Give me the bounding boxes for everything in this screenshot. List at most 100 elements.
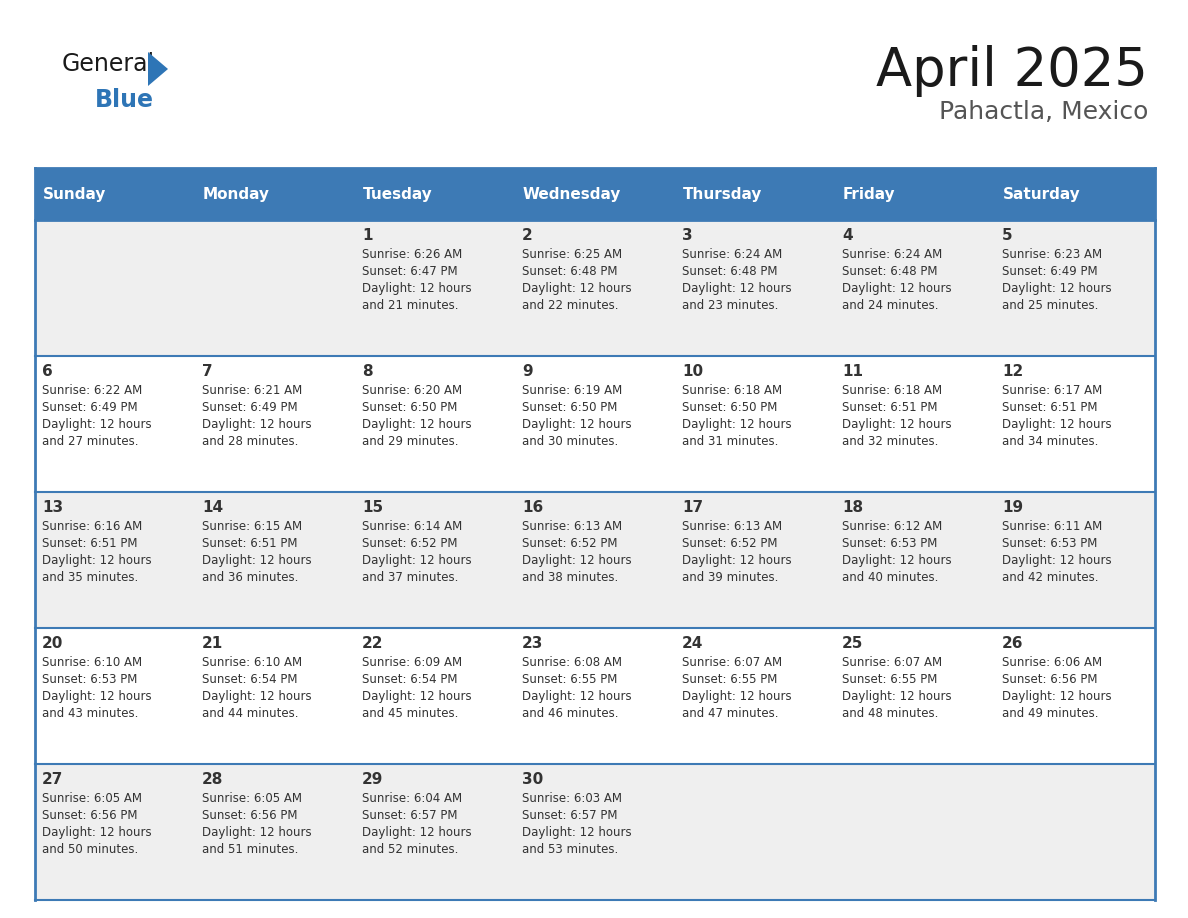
Text: 7: 7 <box>202 364 213 379</box>
Text: and 42 minutes.: and 42 minutes. <box>1001 571 1099 584</box>
Text: Thursday: Thursday <box>683 186 763 201</box>
Text: Sunrise: 6:20 AM: Sunrise: 6:20 AM <box>362 384 462 397</box>
Text: 23: 23 <box>522 636 543 651</box>
Text: and 45 minutes.: and 45 minutes. <box>362 707 459 721</box>
Text: 1: 1 <box>362 228 373 243</box>
Bar <box>516 764 675 900</box>
Text: 18: 18 <box>842 500 864 515</box>
Text: Daylight: 12 hours: Daylight: 12 hours <box>522 419 632 431</box>
Text: Sunrise: 6:04 AM: Sunrise: 6:04 AM <box>362 792 462 805</box>
Text: 24: 24 <box>682 636 703 651</box>
Text: Sunrise: 6:06 AM: Sunrise: 6:06 AM <box>1001 656 1102 669</box>
Text: and 27 minutes.: and 27 minutes. <box>42 435 139 448</box>
Bar <box>195 628 355 764</box>
Text: Daylight: 12 hours: Daylight: 12 hours <box>362 419 472 431</box>
Bar <box>996 492 1155 628</box>
Text: Daylight: 12 hours: Daylight: 12 hours <box>42 419 152 431</box>
Text: and 24 minutes.: and 24 minutes. <box>842 299 939 312</box>
Text: 28: 28 <box>202 772 223 787</box>
Text: Blue: Blue <box>95 88 154 112</box>
Text: Sunset: 6:47 PM: Sunset: 6:47 PM <box>362 265 457 278</box>
Text: Sunrise: 6:07 AM: Sunrise: 6:07 AM <box>842 656 942 669</box>
Bar <box>195 220 355 356</box>
Text: Sunrise: 6:12 AM: Sunrise: 6:12 AM <box>842 521 942 533</box>
Text: 11: 11 <box>842 364 862 379</box>
Text: and 52 minutes.: and 52 minutes. <box>362 844 459 856</box>
Text: Sunset: 6:51 PM: Sunset: 6:51 PM <box>1001 401 1098 414</box>
Bar <box>34 764 195 900</box>
Text: Sunset: 6:50 PM: Sunset: 6:50 PM <box>362 401 457 414</box>
Text: and 46 minutes.: and 46 minutes. <box>522 707 619 721</box>
Bar <box>835 628 996 764</box>
Bar <box>835 168 996 220</box>
Text: and 25 minutes.: and 25 minutes. <box>1001 299 1099 312</box>
Text: 21: 21 <box>202 636 223 651</box>
Text: Daylight: 12 hours: Daylight: 12 hours <box>42 690 152 703</box>
Text: 22: 22 <box>362 636 384 651</box>
Text: Pahactla, Mexico: Pahactla, Mexico <box>939 100 1148 124</box>
Text: Sunrise: 6:10 AM: Sunrise: 6:10 AM <box>202 656 302 669</box>
Text: Sunset: 6:48 PM: Sunset: 6:48 PM <box>682 265 777 278</box>
Text: and 34 minutes.: and 34 minutes. <box>1001 435 1099 448</box>
Text: Sunset: 6:53 PM: Sunset: 6:53 PM <box>42 673 138 686</box>
Text: Daylight: 12 hours: Daylight: 12 hours <box>362 826 472 839</box>
Text: Sunrise: 6:22 AM: Sunrise: 6:22 AM <box>42 384 143 397</box>
Text: and 22 minutes.: and 22 minutes. <box>522 299 619 312</box>
Text: Sunrise: 6:05 AM: Sunrise: 6:05 AM <box>202 792 302 805</box>
Text: 15: 15 <box>362 500 383 515</box>
Text: Sunrise: 6:24 AM: Sunrise: 6:24 AM <box>842 248 942 261</box>
Text: Sunrise: 6:08 AM: Sunrise: 6:08 AM <box>522 656 623 669</box>
Text: Sunrise: 6:10 AM: Sunrise: 6:10 AM <box>42 656 143 669</box>
Text: and 23 minutes.: and 23 minutes. <box>682 299 778 312</box>
Text: Daylight: 12 hours: Daylight: 12 hours <box>842 282 952 296</box>
Text: Daylight: 12 hours: Daylight: 12 hours <box>202 690 311 703</box>
Text: 8: 8 <box>362 364 373 379</box>
Text: Sunset: 6:53 PM: Sunset: 6:53 PM <box>1001 537 1098 550</box>
Text: Sunrise: 6:13 AM: Sunrise: 6:13 AM <box>522 521 623 533</box>
Text: Daylight: 12 hours: Daylight: 12 hours <box>202 554 311 567</box>
Text: 13: 13 <box>42 500 63 515</box>
Bar <box>996 628 1155 764</box>
Bar <box>675 764 835 900</box>
Text: Sunset: 6:51 PM: Sunset: 6:51 PM <box>42 537 138 550</box>
Text: Sunrise: 6:05 AM: Sunrise: 6:05 AM <box>42 792 143 805</box>
Text: Sunrise: 6:11 AM: Sunrise: 6:11 AM <box>1001 521 1102 533</box>
Text: and 35 minutes.: and 35 minutes. <box>42 571 138 584</box>
Text: Sunset: 6:57 PM: Sunset: 6:57 PM <box>522 809 618 823</box>
Text: and 49 minutes.: and 49 minutes. <box>1001 707 1099 721</box>
Text: Daylight: 12 hours: Daylight: 12 hours <box>842 690 952 703</box>
Text: Daylight: 12 hours: Daylight: 12 hours <box>522 554 632 567</box>
Text: Daylight: 12 hours: Daylight: 12 hours <box>1001 419 1112 431</box>
Text: Sunset: 6:51 PM: Sunset: 6:51 PM <box>202 537 297 550</box>
Text: Sunset: 6:49 PM: Sunset: 6:49 PM <box>42 401 138 414</box>
Text: Sunset: 6:48 PM: Sunset: 6:48 PM <box>522 265 618 278</box>
Text: and 21 minutes.: and 21 minutes. <box>362 299 459 312</box>
Bar <box>34 220 195 356</box>
Text: Sunset: 6:56 PM: Sunset: 6:56 PM <box>202 809 297 823</box>
Text: Sunrise: 6:07 AM: Sunrise: 6:07 AM <box>682 656 782 669</box>
Text: Sunrise: 6:19 AM: Sunrise: 6:19 AM <box>522 384 623 397</box>
Text: Sunset: 6:51 PM: Sunset: 6:51 PM <box>842 401 937 414</box>
Text: Daylight: 12 hours: Daylight: 12 hours <box>682 419 791 431</box>
Bar <box>34 628 195 764</box>
Text: Sunday: Sunday <box>43 186 107 201</box>
Bar <box>516 168 675 220</box>
Text: Sunrise: 6:18 AM: Sunrise: 6:18 AM <box>682 384 782 397</box>
Text: and 36 minutes.: and 36 minutes. <box>202 571 298 584</box>
Bar <box>355 168 516 220</box>
Text: 19: 19 <box>1001 500 1023 515</box>
Bar <box>835 492 996 628</box>
Bar <box>355 220 516 356</box>
Bar <box>835 220 996 356</box>
Text: Sunset: 6:49 PM: Sunset: 6:49 PM <box>202 401 298 414</box>
Text: Sunset: 6:56 PM: Sunset: 6:56 PM <box>1001 673 1098 686</box>
Text: Sunset: 6:54 PM: Sunset: 6:54 PM <box>202 673 297 686</box>
Text: April 2025: April 2025 <box>876 45 1148 97</box>
Text: 3: 3 <box>682 228 693 243</box>
Bar <box>195 168 355 220</box>
Bar <box>516 628 675 764</box>
Bar <box>996 764 1155 900</box>
Bar <box>835 356 996 492</box>
Bar <box>996 356 1155 492</box>
Text: Daylight: 12 hours: Daylight: 12 hours <box>522 282 632 296</box>
